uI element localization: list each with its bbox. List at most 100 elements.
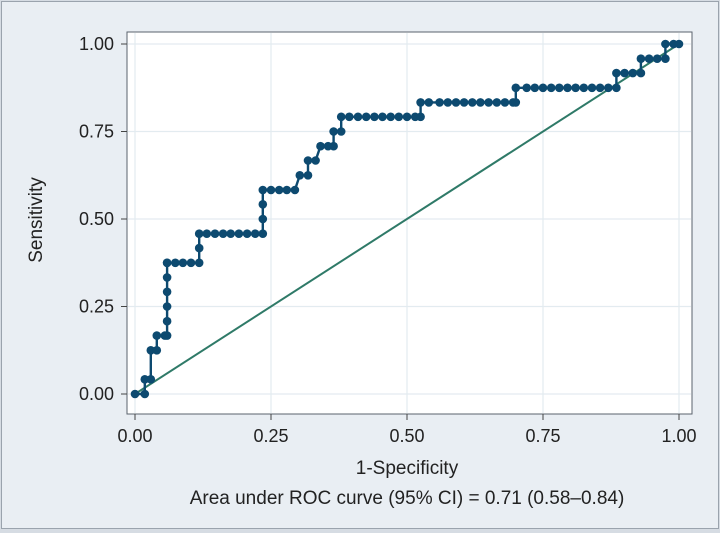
- roc-point: [171, 258, 180, 268]
- roc-point: [295, 171, 305, 180]
- roc-point: [218, 229, 228, 238]
- roc-point: [361, 112, 371, 122]
- roc-point: [234, 229, 244, 238]
- roc-point: [424, 98, 434, 107]
- roc-point: [250, 229, 260, 238]
- roc-point: [443, 98, 453, 107]
- y-tick-label: 0.50: [79, 209, 114, 229]
- roc-point: [571, 83, 580, 93]
- roc-point: [140, 375, 150, 384]
- roc-point: [258, 200, 268, 209]
- roc-point: [311, 156, 320, 165]
- roc-point: [394, 112, 404, 122]
- roc-point: [303, 156, 313, 165]
- y-tick-label: 1.00: [79, 34, 114, 54]
- roc-point: [579, 83, 589, 93]
- auc-note: Area under ROC curve (95% CI) = 0.71 (0.…: [190, 488, 625, 509]
- roc-point: [316, 141, 325, 151]
- roc-point: [152, 331, 162, 340]
- roc-point: [226, 229, 235, 238]
- roc-point: [162, 287, 172, 297]
- y-tick-label: 0.25: [79, 297, 114, 317]
- roc-point: [402, 112, 412, 122]
- grid-lines: [128, 33, 691, 413]
- roc-point: [661, 54, 670, 63]
- roc-point: [210, 229, 220, 238]
- x-tick-label: 0.25: [253, 426, 288, 446]
- roc-point: [538, 83, 548, 93]
- roc-point: [162, 331, 172, 340]
- roc-point: [612, 83, 621, 93]
- roc-point: [620, 68, 629, 78]
- series-layer: [130, 39, 684, 399]
- roc-point: [386, 112, 396, 122]
- roc-point: [522, 83, 531, 93]
- y-tick-label: 0.00: [79, 384, 114, 404]
- roc-point: [451, 98, 461, 107]
- roc-point: [329, 127, 338, 136]
- y-tick-labels: 0.00 0.25 0.50 0.75 1.00: [79, 34, 114, 404]
- roc-point: [152, 346, 162, 355]
- roc-point: [146, 346, 156, 355]
- roc-point: [595, 83, 605, 93]
- roc-point: [186, 258, 196, 268]
- roc-point: [378, 112, 387, 122]
- x-tick-labels: 0.00 0.25 0.50 0.75 1.00: [117, 426, 696, 446]
- reference-line: [134, 43, 680, 395]
- roc-point: [587, 83, 597, 93]
- roc-point: [140, 389, 150, 399]
- roc-point: [258, 214, 268, 224]
- roc-point: [202, 229, 212, 238]
- y-tick-label: 0.75: [79, 122, 114, 142]
- roc-point: [258, 185, 268, 195]
- roc-point: [370, 112, 379, 122]
- roc-point: [130, 389, 140, 399]
- roc-point: [511, 83, 521, 93]
- roc-point: [563, 83, 572, 93]
- roc-point: [435, 98, 444, 107]
- roc-point: [242, 229, 252, 238]
- x-tick-label: 0.75: [525, 426, 560, 446]
- roc-point: [266, 185, 276, 195]
- y-axis-label: Sensitivity: [26, 177, 47, 263]
- roc-point: [178, 258, 188, 268]
- roc-point: [353, 112, 363, 122]
- roc-point: [416, 98, 425, 107]
- roc-point: [661, 39, 670, 49]
- roc-point: [194, 258, 204, 268]
- roc-point: [492, 98, 502, 107]
- roc-point: [459, 98, 469, 107]
- roc-point: [345, 112, 354, 122]
- roc-point: [555, 83, 564, 93]
- roc-point: [612, 68, 621, 78]
- x-axis-label: 1-Specificity: [356, 458, 459, 479]
- roc-point: [628, 68, 638, 78]
- roc-point: [336, 127, 346, 136]
- roc-point: [162, 316, 172, 326]
- roc-point: [282, 185, 292, 195]
- roc-point: [484, 98, 493, 107]
- roc-point: [652, 54, 662, 63]
- axes: [121, 43, 680, 420]
- x-tick-label: 0.50: [389, 426, 424, 446]
- roc-point: [290, 185, 300, 195]
- roc-point: [162, 258, 172, 268]
- roc-point: [476, 98, 485, 107]
- roc-point: [468, 98, 477, 107]
- roc-point: [146, 375, 156, 384]
- roc-point: [336, 112, 346, 122]
- roc-point: [274, 185, 284, 195]
- x-tick-label: 0.00: [117, 426, 152, 446]
- roc-point: [258, 229, 268, 238]
- roc-point: [636, 68, 646, 78]
- roc-point: [162, 302, 172, 311]
- roc-point: [303, 171, 313, 180]
- roc-point: [500, 98, 510, 107]
- roc-point: [604, 83, 613, 93]
- roc-point: [530, 83, 540, 93]
- roc-point: [194, 243, 204, 253]
- roc-point: [546, 83, 556, 93]
- roc-point: [329, 141, 338, 151]
